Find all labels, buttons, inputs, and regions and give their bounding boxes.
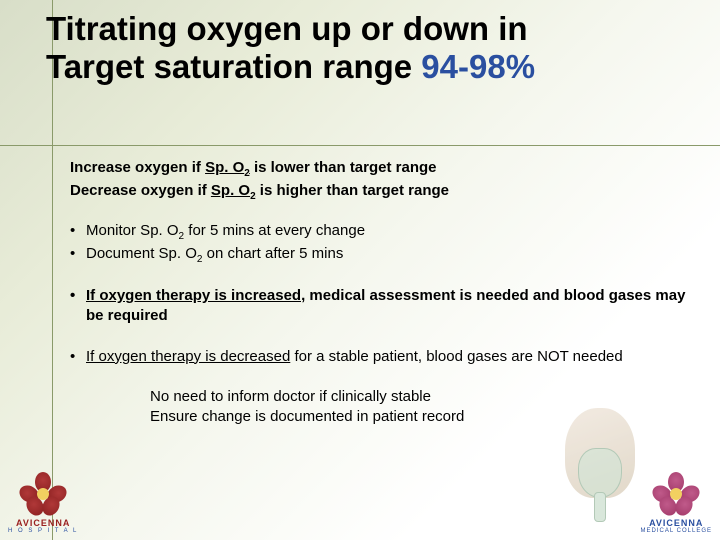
logo-left-name: AVICENNA — [8, 518, 78, 528]
content-area: Increase oxygen if Sp. O2 is lower than … — [70, 158, 700, 427]
lead1-pre: Increase oxygen if — [70, 159, 205, 176]
list-item: Monitor Sp. O2 for 5 mins at every chang… — [70, 221, 700, 244]
title-line1: Titrating oxygen up or down in — [46, 10, 528, 47]
lead2-pre: Decrease oxygen if — [70, 182, 211, 199]
list-item: If oxygen therapy is increased, medical … — [70, 286, 700, 327]
logo-right-sub: MEDICAL COLLEGE — [641, 528, 712, 534]
flower-icon — [21, 472, 65, 516]
bullet-list-1: Monitor Sp. O2 for 5 mins at every chang… — [70, 221, 700, 266]
list-item: Document Sp. O2 on chart after 5 mins — [70, 244, 700, 267]
logo-avicenna-college: AVICENNA MEDICAL COLLEGE — [641, 472, 712, 534]
lead-text: Increase oxygen if Sp. O2 is lower than … — [70, 158, 700, 203]
lead2-post: is higher than target range — [256, 182, 449, 199]
logo-right-name: AVICENNA — [641, 518, 712, 528]
title-line2-prefix: Target saturation range — [46, 48, 421, 85]
logo-avicenna-hospital: AVICENNA H O S P I T A L — [8, 472, 78, 534]
lead2-underline: Sp. O2 — [211, 182, 256, 199]
slide-title: Titrating oxygen up or down in Target sa… — [46, 10, 715, 86]
flower-icon — [654, 472, 698, 516]
lead1-post: is lower than target range — [250, 159, 437, 176]
lead1-underline: Sp. O2 — [205, 159, 250, 176]
divider-horizontal — [0, 145, 720, 146]
bullet-list-3: If oxygen therapy is decreased for a sta… — [70, 347, 700, 367]
title-accent: 94-98% — [421, 48, 535, 85]
oxygen-mask-illustration — [550, 400, 650, 520]
list-item: If oxygen therapy is decreased for a sta… — [70, 347, 700, 367]
logo-left-sub: H O S P I T A L — [8, 528, 78, 534]
bullet-list-2: If oxygen therapy is increased, medical … — [70, 286, 700, 327]
